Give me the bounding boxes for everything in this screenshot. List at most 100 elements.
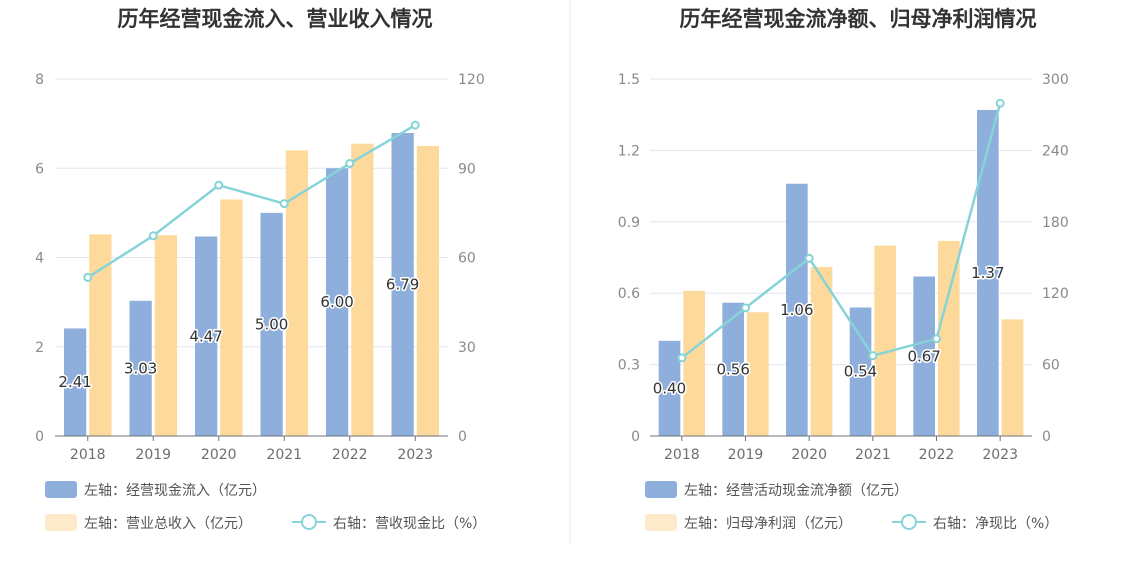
chart2-ratio-point (741, 303, 750, 313)
chart1-bar-primary (260, 212, 283, 436)
chart2-title: 历年经营现金流净额、归母净利润情况 (680, 7, 1037, 31)
chart1-right-tick-label: 60 (458, 251, 476, 267)
chart1-left-tick-label: 0 (35, 429, 44, 445)
chart1-bar-secondary (351, 143, 374, 437)
chart2-bar-primary (786, 183, 808, 436)
chart1-x-tick-label: 2019 (135, 447, 171, 463)
chart1-ratio-point (345, 158, 355, 168)
chart1-legend: 左轴：经营现金流入（亿元） 左轴：营业总收入（亿元） 右轴：营收现金比（%） (45, 481, 486, 532)
chart2-left-tick-label: 0.9 (618, 215, 640, 231)
chart2-right-tick-label: 240 (1042, 143, 1069, 159)
chart1-left-tick-label: 2 (35, 340, 44, 356)
chart1-legend-swatch-revenue (45, 514, 77, 531)
chart1-right-tick-label: 90 (458, 161, 476, 177)
chart2-ratio-point (932, 334, 941, 344)
chart2-bar-value-label: 0.67 (907, 347, 940, 365)
chart2-bar-secondary (810, 267, 833, 436)
chart2-bar-primary (977, 109, 999, 436)
chart1-ratio-point (148, 231, 158, 241)
chart2-legend-label-net-profit: 左轴：归母净利润（亿元） (684, 515, 852, 532)
chart2-right-tick-label: 0 (1042, 429, 1051, 445)
chart2-ratio-point (804, 253, 814, 263)
chart1-bar-primary (194, 236, 218, 436)
chart2-bar-value-label: 1.06 (780, 301, 813, 319)
chart2-x-tick-label: 2018 (664, 447, 700, 463)
chart2-bar-primary (658, 340, 681, 436)
chart2-bar-value-label: 0.56 (716, 360, 749, 378)
chart1-ratio-point (83, 272, 93, 282)
chart1-x-tick-label: 2022 (332, 447, 368, 463)
chart2-ratio-point (677, 353, 687, 363)
chart1-ratio-point (214, 180, 224, 190)
chart1-title: 历年经营现金流入、营业收入情况 (118, 7, 433, 31)
chart2-bar-value-label: 0.40 (653, 379, 686, 397)
chart1-bar-primary (129, 300, 152, 436)
chart2-bar-primary (722, 302, 744, 436)
chart2-right-tick-label: 60 (1042, 358, 1060, 374)
chart1-left-tick-label: 6 (35, 161, 44, 177)
chart1-ratio-point (410, 120, 420, 130)
chart1-right-tick-label: 30 (458, 340, 476, 356)
chart2-left-tick-label: 0.6 (618, 286, 640, 302)
chart2-legend-label-net-cash: 左轴：经营活动现金流净额（亿元） (684, 483, 908, 499)
chart1-legend-label-revenue: 左轴：营业总收入（亿元） (84, 516, 252, 532)
chart2-left-tick-label: 1.5 (618, 72, 640, 88)
chart2-bar-value-label: 1.37 (971, 264, 1004, 282)
chart2-ratio-point (868, 351, 878, 361)
chart2-x-tick-label: 2019 (728, 447, 764, 463)
chart1-bar-secondary (416, 145, 440, 436)
chart2-bar-primary (849, 307, 872, 436)
chart1-left-tick-label: 8 (35, 72, 44, 88)
chart1-bar-secondary (285, 150, 309, 436)
chart2-legend-marker-ratio (901, 514, 917, 530)
chart1-ratio-line (87, 124, 416, 279)
chart1-legend-label-ratio: 右轴：营收现金比（%） (333, 516, 486, 532)
chart1-x-tick-label: 2023 (397, 447, 433, 463)
chart2-bar-secondary (747, 312, 769, 436)
chart2-right-tick-label: 180 (1042, 215, 1069, 231)
chart2-bar-secondary (874, 245, 896, 436)
chart1-right-tick-label: 120 (458, 72, 485, 88)
chart2-ratio-point (995, 98, 1005, 108)
chart2-x-tick-label: 2022 (919, 447, 955, 463)
chart1-ratio-point (279, 199, 289, 209)
chart1-bar-value-label: 4.47 (189, 327, 222, 345)
chart1-bar-primary (325, 168, 349, 436)
chart2-legend-swatch-net-profit (645, 514, 677, 531)
chart1-bar-value-label: 3.03 (124, 359, 157, 377)
chart2-legend-swatch-net-cash (645, 481, 677, 498)
chart2-bar-secondary (683, 290, 705, 436)
chart1-x-tick-label: 2020 (201, 447, 237, 463)
chart2-legend: 左轴：经营活动现金流净额（亿元） 左轴：归母净利润（亿元） 右轴：净现比（%） (645, 481, 1058, 532)
chart1-bar-secondary (154, 235, 178, 436)
chart2-bar-primary (913, 276, 935, 436)
chart1-right-tick-label: 0 (458, 429, 467, 445)
chart1-bar-value-label: 5.00 (255, 315, 288, 333)
chart1-legend-swatch-cash-inflow (45, 481, 77, 498)
chart2-bar-value-label: 0.54 (844, 363, 877, 381)
chart2-x-tick-label: 2021 (855, 447, 891, 463)
chart1-legend-label-cash-inflow: 左轴：经营现金流入（亿元） (84, 483, 266, 499)
chart1-bar-primary (391, 132, 414, 436)
chart1-bar-value-label: 2.41 (58, 373, 91, 391)
chart2-legend-label-ratio: 右轴：净现比（%） (933, 516, 1058, 532)
chart2-bar-secondary (1001, 319, 1024, 436)
chart1-bar-value-label: 6.79 (386, 275, 419, 293)
chart1-bar-secondary (220, 199, 243, 436)
chart2-bar-secondary (938, 240, 960, 436)
chart1-x-tick-label: 2018 (70, 447, 106, 463)
chart1-bar-primary (63, 328, 87, 436)
chart2-left-tick-label: 1.2 (618, 143, 640, 159)
chart2-left-tick-label: 0 (631, 429, 640, 445)
chart1-bar-secondary (89, 234, 112, 436)
chart2-right-tick-label: 120 (1042, 286, 1069, 302)
chart2-right-tick-label: 300 (1042, 72, 1069, 88)
chart1-x-tick-label: 2021 (266, 447, 302, 463)
chart2-left-tick-label: 0.3 (618, 358, 640, 374)
chart1-legend-marker-ratio (301, 514, 317, 530)
chart2-x-tick-label: 2023 (982, 447, 1018, 463)
chart1-left-tick-label: 4 (35, 251, 44, 267)
chart2-ratio-line (681, 102, 1002, 359)
